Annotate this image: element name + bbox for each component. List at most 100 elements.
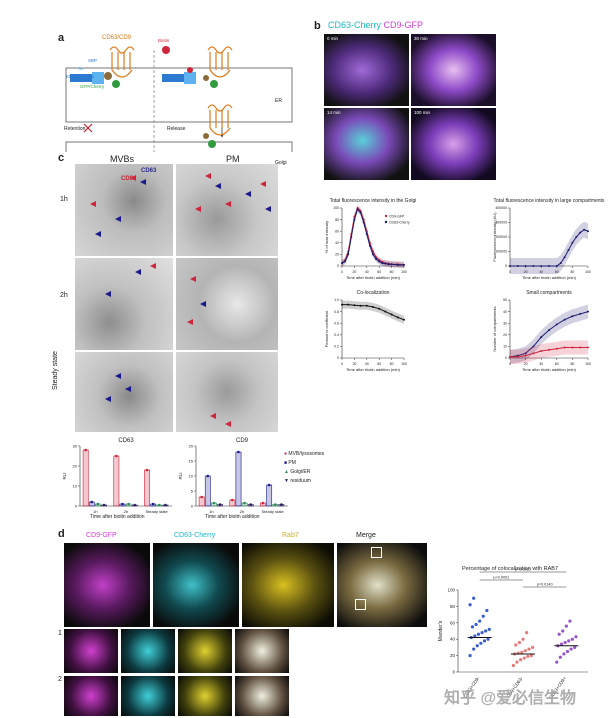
point-0-7 (559, 262, 562, 265)
d-zoom2-rab7 (178, 676, 232, 716)
row-steady: Steady state (52, 351, 59, 390)
point-1-17 (396, 263, 399, 266)
x-tick-label: 2h (124, 509, 128, 514)
point-1-5 (529, 654, 533, 658)
bar-point-1-0 (206, 474, 210, 478)
x-tick-label: 40 (539, 270, 543, 274)
golgi-label: Golgi (275, 160, 287, 166)
point-0-1 (516, 265, 519, 267)
ch-rab7: Rab7 (282, 532, 299, 539)
bar-point-3-2 (164, 503, 167, 507)
point-0-10 (484, 629, 488, 633)
point-0-0 (468, 654, 472, 658)
y-label: RLI (62, 472, 67, 479)
point-1-5 (356, 208, 359, 211)
point-1-0 (509, 355, 511, 358)
x-label: Time after biotin addition (min) (522, 367, 577, 372)
arrowhead-14 (105, 291, 111, 297)
chart-small: Small compartments Time after biotin addi… (492, 290, 591, 372)
bar-point-2-0 (212, 501, 216, 505)
point-2-11 (574, 635, 578, 639)
y-tick-label: 100 (447, 588, 455, 593)
ch-merge: Merge (356, 532, 376, 539)
point-0-4 (540, 265, 543, 267)
point-1-0 (511, 663, 515, 668)
b-time-0: 0 min (327, 36, 339, 41)
panel-d-label: d (58, 528, 65, 540)
y-tick-label: 400000 (495, 206, 507, 210)
d-zoom2-cd63 (121, 676, 175, 716)
bar-point-0-2 (145, 468, 149, 472)
chart-title: Small compartments (526, 290, 572, 296)
point-0-7 (384, 310, 387, 313)
biotin-dot (162, 46, 170, 54)
arrowhead-3 (140, 179, 146, 185)
ch-cd9: CD9-GFP (86, 532, 117, 539)
y-tick-label: 1.0 (334, 298, 339, 302)
bar-point-1-2 (267, 483, 271, 487)
em-mvb-1h: CD9 CD63 (75, 164, 173, 256)
d-row-1-label: 1 (58, 630, 62, 637)
y-label: RLI (178, 472, 183, 479)
x-tick-label: 40 (365, 362, 369, 366)
x-tick-label: 20 (524, 270, 528, 274)
point-0-12 (579, 231, 582, 234)
arrowhead-20 (105, 396, 111, 402)
point-1-3 (522, 656, 526, 660)
bar-point-2-1 (243, 501, 246, 505)
point-0-0 (509, 265, 511, 267)
point-0-2 (524, 352, 527, 355)
bar-point-1-0 (90, 500, 94, 504)
point-1-7 (563, 346, 566, 349)
y-tick-label: 10 (503, 345, 507, 349)
point-1-12 (378, 260, 381, 263)
x-label: Time after biotin addition (min) (346, 367, 401, 372)
x-tick-label: 40 (539, 362, 543, 366)
point-0-6 (378, 307, 381, 310)
d-rab7-main (242, 543, 334, 627)
y-tick-label: 100 (333, 206, 339, 210)
y-tick-label: 80 (335, 218, 339, 222)
d-cd63-main (153, 543, 239, 627)
chart-title: Total fluorescence intensity in large co… (494, 198, 605, 204)
y-tick-label: 10 (73, 484, 78, 489)
panel-c-charts: CD63 RLI 0 10 20 30 1h 2h Steady state CD9 RLI 0 5 1… (62, 438, 288, 514)
point-0-13 (583, 228, 586, 231)
x-tick-label: 60 (377, 362, 381, 366)
legend-text-1: CD63-Cherry (389, 221, 410, 225)
x-label: Time after biotin addition (min) (346, 275, 401, 280)
bar-point-3-1 (133, 503, 137, 507)
reporter-left (112, 80, 120, 88)
arrowhead-18 (115, 373, 121, 379)
x-tick-label: 80 (390, 362, 394, 366)
bar-point-0-0 (84, 448, 87, 452)
point-1-4 (353, 218, 356, 221)
chart-cd63: CD63 RLI 0 10 20 30 1h 2h Steady state (62, 438, 172, 514)
series-band-0 (342, 205, 404, 268)
point-1-10 (527, 647, 531, 651)
y-tick-label: 0 (75, 504, 78, 509)
chart-title: Co-localization (357, 290, 390, 296)
x-tick-label: 60 (555, 362, 559, 366)
panel-b-title: CD63-Cherry CD9-GFP (328, 20, 423, 30)
x-tick-label: 0 (509, 362, 511, 366)
series-band-1 (510, 340, 588, 364)
c-xlabel-1: Time after biotin addition (90, 514, 145, 520)
d-row-2-label: 2 (58, 676, 62, 683)
y-tick-label: 0 (191, 504, 194, 509)
y-tick-label: 50 (503, 298, 507, 302)
point-0-5 (548, 265, 550, 267)
d-zoom1-cd9 (64, 629, 118, 673)
chart-cd9: CD9 RLI 0 5 10 15 20 1h 2h Steady state (178, 438, 288, 514)
point-0-9 (567, 249, 570, 252)
point-1-18 (403, 263, 405, 266)
b-image-14min: 14 min (324, 108, 409, 180)
x-tick-label: 20 (524, 362, 528, 366)
series-band-0 (510, 304, 588, 364)
point-1-4 (526, 654, 530, 659)
marker-cd63: CD63 (141, 168, 157, 174)
x-tick-label: 80 (570, 270, 574, 274)
point-1-15 (387, 263, 390, 266)
receptor-right-golgi (207, 104, 233, 136)
b-time-3: 100 min (414, 110, 431, 115)
